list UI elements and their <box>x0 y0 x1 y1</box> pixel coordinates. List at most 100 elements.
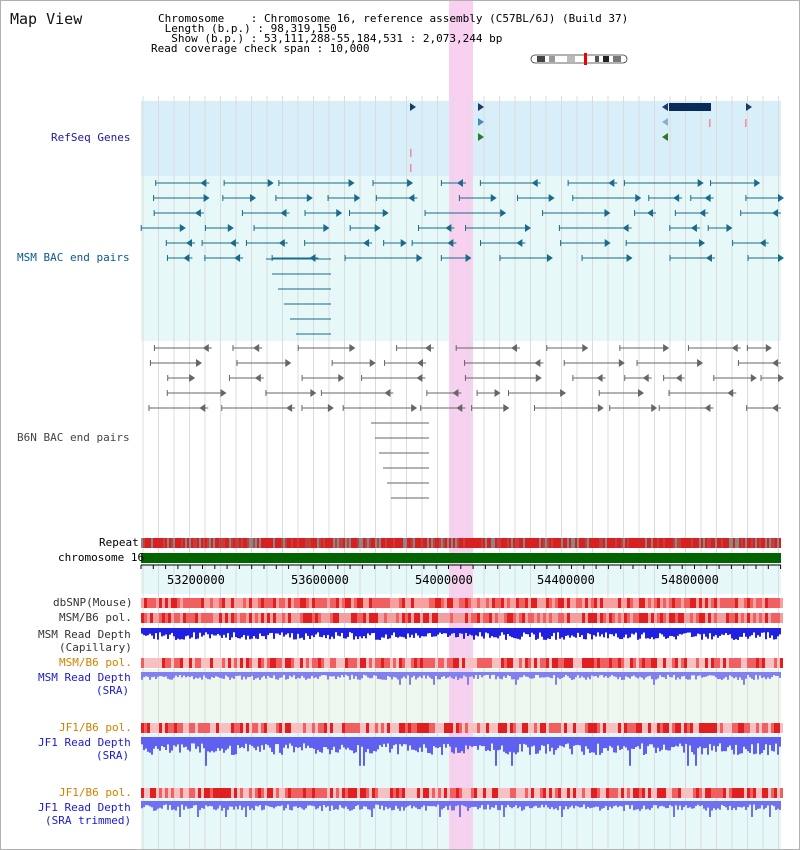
polymorphism-cell <box>216 598 219 608</box>
polymorphism-cell <box>540 598 543 608</box>
repeat-segment <box>181 538 183 548</box>
read-depth-bar <box>743 672 745 685</box>
polymorphism-cell <box>156 658 159 668</box>
read-depth-bar <box>493 737 495 750</box>
label-jf1-b6-pol-2[interactable]: JF1/B6 pol. <box>59 786 132 799</box>
read-depth-bar <box>291 801 293 811</box>
repeat-segment <box>269 538 271 548</box>
polymorphism-cell <box>435 598 438 608</box>
read-depth-bar <box>551 628 553 637</box>
read-depth-bar <box>683 801 685 808</box>
label-msm-depth-sra[interactable]: MSM Read Depth <box>38 671 131 684</box>
polymorphism-cell <box>312 658 315 668</box>
polymorphism-cell <box>291 658 294 668</box>
polymorphism-cell <box>621 658 624 668</box>
polymorphism-cell <box>213 788 216 798</box>
read-depth-bar <box>521 628 523 637</box>
label-b6n-bac[interactable]: B6N BAC end pairs <box>17 431 130 444</box>
polymorphism-cell <box>144 598 147 608</box>
polymorphism-cell <box>396 788 399 798</box>
refseq-marker <box>410 149 412 157</box>
polymorphism-cell <box>375 613 378 623</box>
polymorphism-cell <box>591 788 594 798</box>
read-depth-bar <box>203 737 205 749</box>
polymorphism-cell <box>558 598 561 608</box>
read-depth-bar <box>293 628 295 640</box>
read-depth-bar <box>771 801 773 806</box>
label-msm-depth-cap-sub: (Capillary) <box>59 641 132 654</box>
polymorphism-cell <box>192 613 195 623</box>
read-depth-bar <box>163 628 165 636</box>
polymorphism-cell <box>717 723 720 733</box>
polymorphism-cell <box>696 613 699 623</box>
read-depth-bar <box>303 672 305 678</box>
read-depth-bar <box>745 801 747 810</box>
label-dbsnp[interactable]: dbSNP(Mouse) <box>53 596 133 609</box>
read-depth-bar <box>573 672 575 680</box>
read-depth-bar <box>365 801 367 807</box>
read-depth-bar <box>309 737 311 748</box>
polymorphism-cell <box>420 598 423 608</box>
polymorphism-cell <box>675 658 678 668</box>
read-depth-bar <box>367 672 369 678</box>
label-refseq-genes[interactable]: RefSeq Genes <box>51 131 131 144</box>
read-depth-bar <box>167 801 169 810</box>
read-depth-bar <box>319 628 321 637</box>
polymorphism-cell <box>477 613 480 623</box>
read-depth-bar <box>505 801 507 808</box>
label-jf1-trim[interactable]: JF1 Read Depth <box>38 801 131 814</box>
label-msm-depth-cap[interactable]: MSM Read Depth <box>38 628 131 641</box>
read-depth-bar <box>327 737 329 750</box>
polymorphism-cell <box>663 658 666 668</box>
label-msm-b6-pol-2[interactable]: MSM/B6 pol. <box>59 656 132 669</box>
label-jf1-depth[interactable]: JF1 Read Depth <box>38 736 131 749</box>
label-chromosome[interactable]: chromosome 16 <box>58 551 145 564</box>
read-depth-bar <box>613 801 615 807</box>
read-depth-bar <box>695 628 697 637</box>
polymorphism-cell <box>495 613 498 623</box>
polymorphism-cell <box>315 598 318 608</box>
repeat-segment <box>711 538 713 548</box>
read-depth-bar <box>675 672 677 680</box>
repeat-segment <box>443 538 445 548</box>
read-depth-bar <box>431 672 433 679</box>
msm-bac-pair <box>490 194 497 202</box>
repeat-segment <box>213 538 215 548</box>
polymorphism-cell <box>780 613 783 623</box>
polymorphism-cell <box>522 658 525 668</box>
read-depth-bar <box>541 628 543 637</box>
polymorphism-cell <box>531 723 534 733</box>
read-depth-bar <box>639 737 641 749</box>
label-jf1-b6-pol-1[interactable]: JF1/B6 pol. <box>59 721 132 734</box>
read-depth-bar <box>533 628 535 635</box>
polymorphism-cell <box>486 658 489 668</box>
polymorphism-cell <box>165 723 168 733</box>
label-msm-bac[interactable]: MSM BAC end pairs <box>17 251 130 264</box>
polymorphism-cell <box>576 658 579 668</box>
read-depth-bar <box>555 737 557 751</box>
repeat-segment <box>505 538 507 548</box>
polymorphism-cell <box>753 788 756 798</box>
read-depth-bar <box>283 628 285 637</box>
polymorphism-cell <box>540 788 543 798</box>
polymorphism-cell <box>483 788 486 798</box>
polymorphism-cell <box>447 658 450 668</box>
read-depth-bar <box>577 737 579 745</box>
read-depth-bar <box>643 672 645 680</box>
read-depth-bar <box>393 628 395 633</box>
read-depth-bar <box>399 628 401 637</box>
read-depth-bar <box>511 801 513 809</box>
read-depth-bar <box>707 737 709 755</box>
repeat-segment <box>669 538 671 548</box>
polymorphism-cell <box>234 723 237 733</box>
polymorphism-cell <box>147 788 150 798</box>
label-repeat[interactable]: Repeat <box>99 536 139 549</box>
read-depth-bar <box>149 801 151 807</box>
read-depth-bar <box>715 672 717 678</box>
label-msm-b6-pol-1[interactable]: MSM/B6 pol. <box>59 611 132 624</box>
polymorphism-cell <box>408 598 411 608</box>
repeat-segment <box>333 538 335 548</box>
read-depth-bar <box>301 737 303 751</box>
polymorphism-cell <box>327 613 330 623</box>
